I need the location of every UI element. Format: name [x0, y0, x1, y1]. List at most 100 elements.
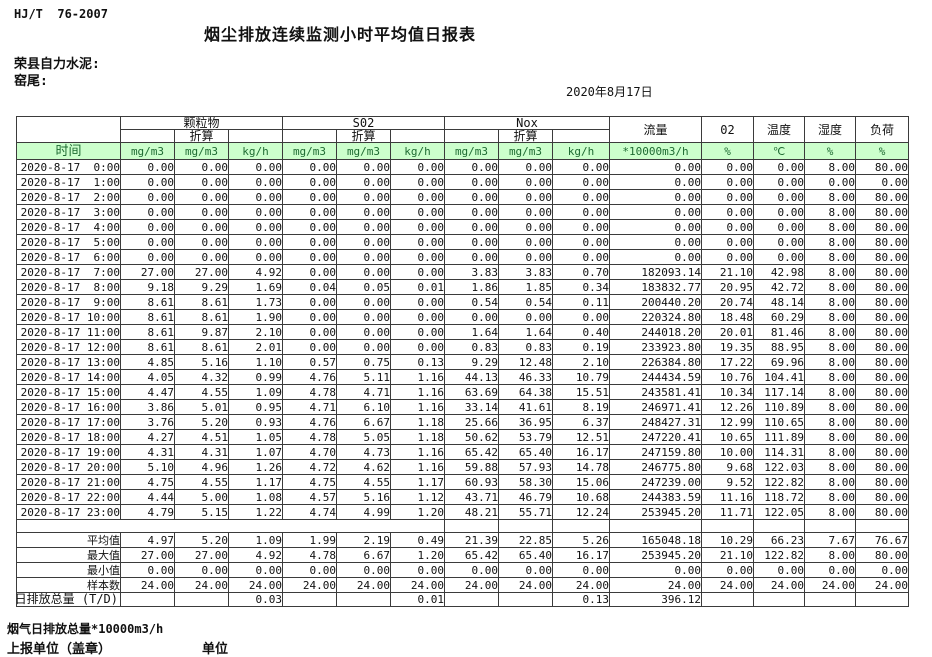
value-cell: 1.16 — [390, 384, 445, 400]
value-cell: 0.75 — [336, 354, 391, 370]
value-cell: 0.00 — [174, 562, 229, 578]
value-cell: 4.62 — [336, 459, 391, 475]
value-cell: 0.00 — [609, 562, 702, 578]
value-cell: 0.00 — [444, 159, 499, 175]
value-cell: 0.00 — [609, 174, 702, 190]
value-cell: 0.00 — [282, 219, 337, 235]
report-table: 颗粒物 S02 Nox 流量 02 温度 湿度 负荷 折算 折算 折算 时间 m… — [16, 116, 909, 607]
value-cell: 233923.80 — [609, 339, 702, 355]
value-cell: 0.00 — [498, 204, 553, 220]
value-cell: 0.00 — [282, 294, 337, 310]
value-cell: 63.69 — [444, 384, 499, 400]
value-cell: 24.00 — [552, 577, 610, 593]
value-cell: 24.00 — [855, 577, 909, 593]
value-cell: 0.00 — [609, 204, 702, 220]
value-cell: 8.00 — [804, 474, 856, 490]
value-cell: 110.65 — [753, 414, 805, 430]
value-cell — [444, 592, 499, 607]
blank-cell — [552, 129, 610, 143]
value-cell: 0.00 — [804, 174, 856, 190]
summary-label: 平均值 — [16, 532, 121, 548]
time-cell: 2020-8-17 20:00 — [16, 459, 121, 475]
header-o2: 02 — [701, 116, 754, 143]
value-cell: 0.01 — [390, 592, 445, 607]
table-row: 2020-8-17 15:00 4.47 4.55 1.09 4.78 4.71 1.16 6… — [16, 384, 909, 400]
value-cell: 4.31 — [120, 444, 175, 460]
value-cell: 0.00 — [282, 264, 337, 280]
value-cell: 4.55 — [174, 474, 229, 490]
unit-cell: kg/h — [228, 142, 283, 160]
header-row-units: 时间 mg/m3 mg/m3 kg/h mg/m3 mg/m3 kg/h mg/… — [16, 142, 909, 160]
value-cell: 4.05 — [120, 369, 175, 385]
value-cell: 27.00 — [120, 547, 175, 563]
value-cell — [701, 592, 754, 607]
value-cell: 0.00 — [336, 324, 391, 340]
value-cell: 69.96 — [753, 354, 805, 370]
value-cell: 246775.80 — [609, 459, 702, 475]
table-row: 2020-8-17 20:00 5.10 4.96 1.26 4.72 4.62 1.16 5… — [16, 459, 909, 475]
table-row: 2020-8-17 21:00 4.75 4.55 1.17 4.75 4.55 1.17 6… — [16, 474, 909, 490]
value-cell: 0.00 — [444, 204, 499, 220]
header-flow: 流量 — [609, 116, 702, 143]
value-cell: 247220.41 — [609, 429, 702, 445]
value-cell: 0.00 — [336, 174, 391, 190]
value-cell: 20.74 — [701, 294, 754, 310]
value-cell: 3.83 — [498, 264, 553, 280]
value-cell: 8.00 — [804, 279, 856, 295]
value-cell: 3.76 — [120, 414, 175, 430]
table-row: 2020-8-17 2:00 0.00 0.00 0.00 0.00 0.00 0.00 0.… — [16, 189, 909, 205]
value-cell — [120, 592, 175, 607]
value-cell: 2.19 — [336, 532, 391, 548]
value-cell: 8.00 — [804, 444, 856, 460]
summary-label: 最大值 — [16, 547, 121, 563]
value-cell: 4.78 — [282, 547, 337, 563]
value-cell: 21.39 — [444, 532, 499, 548]
value-cell: 80.00 — [855, 384, 909, 400]
value-cell: 4.71 — [336, 384, 391, 400]
value-cell: 46.33 — [498, 369, 553, 385]
value-cell: 24.00 — [804, 577, 856, 593]
value-cell: 0.00 — [855, 562, 909, 578]
value-cell: 0.00 — [336, 309, 391, 325]
value-cell: 24.00 — [444, 577, 499, 593]
value-cell: 1.18 — [390, 414, 445, 430]
unit-cell: % — [855, 142, 909, 160]
value-cell: 1.12 — [390, 489, 445, 505]
value-cell: 0.00 — [336, 204, 391, 220]
value-cell: 0.00 — [228, 159, 283, 175]
value-cell: 0.05 — [336, 279, 391, 295]
value-cell: 4.76 — [282, 369, 337, 385]
table-row: 2020-8-17 23:00 4.79 5.15 1.22 4.74 4.99 1.20 4… — [16, 504, 909, 520]
value-cell: 0.00 — [552, 249, 610, 265]
value-cell: 0.00 — [552, 562, 610, 578]
value-cell: 60.29 — [753, 309, 805, 325]
value-cell: 65.40 — [498, 547, 553, 563]
value-cell: 4.73 — [336, 444, 391, 460]
spacer-row — [16, 519, 909, 533]
value-cell: 9.29 — [444, 354, 499, 370]
report-date: 2020年8月17日 — [566, 85, 653, 99]
value-cell: 80.00 — [855, 279, 909, 295]
value-cell: 46.79 — [498, 489, 553, 505]
value-cell: 4.92 — [228, 264, 283, 280]
value-cell: 0.00 — [701, 562, 754, 578]
value-cell: 0.00 — [552, 159, 610, 175]
conversion-label: 折算 — [174, 129, 229, 143]
value-cell: 4.99 — [336, 504, 391, 520]
value-cell: 10.34 — [701, 384, 754, 400]
value-cell: 0.00 — [282, 249, 337, 265]
value-cell: 11.16 — [701, 489, 754, 505]
value-cell: 0.00 — [174, 174, 229, 190]
table-row: 2020-8-17 4:00 0.00 0.00 0.00 0.00 0.00 0.00 0.… — [16, 219, 909, 235]
value-cell: 24.00 — [498, 577, 553, 593]
value-cell: 65.42 — [444, 444, 499, 460]
unit-cell: mg/m3 — [120, 142, 175, 160]
blank-cell — [855, 519, 909, 533]
value-cell: 0.00 — [174, 234, 229, 250]
reporting-unit-label: 上报单位（盖章） — [7, 642, 112, 657]
value-cell: 80.00 — [855, 444, 909, 460]
value-cell: 1.73 — [228, 294, 283, 310]
value-cell: 0.00 — [390, 234, 445, 250]
value-cell: 4.85 — [120, 354, 175, 370]
value-cell: 0.00 — [336, 189, 391, 205]
